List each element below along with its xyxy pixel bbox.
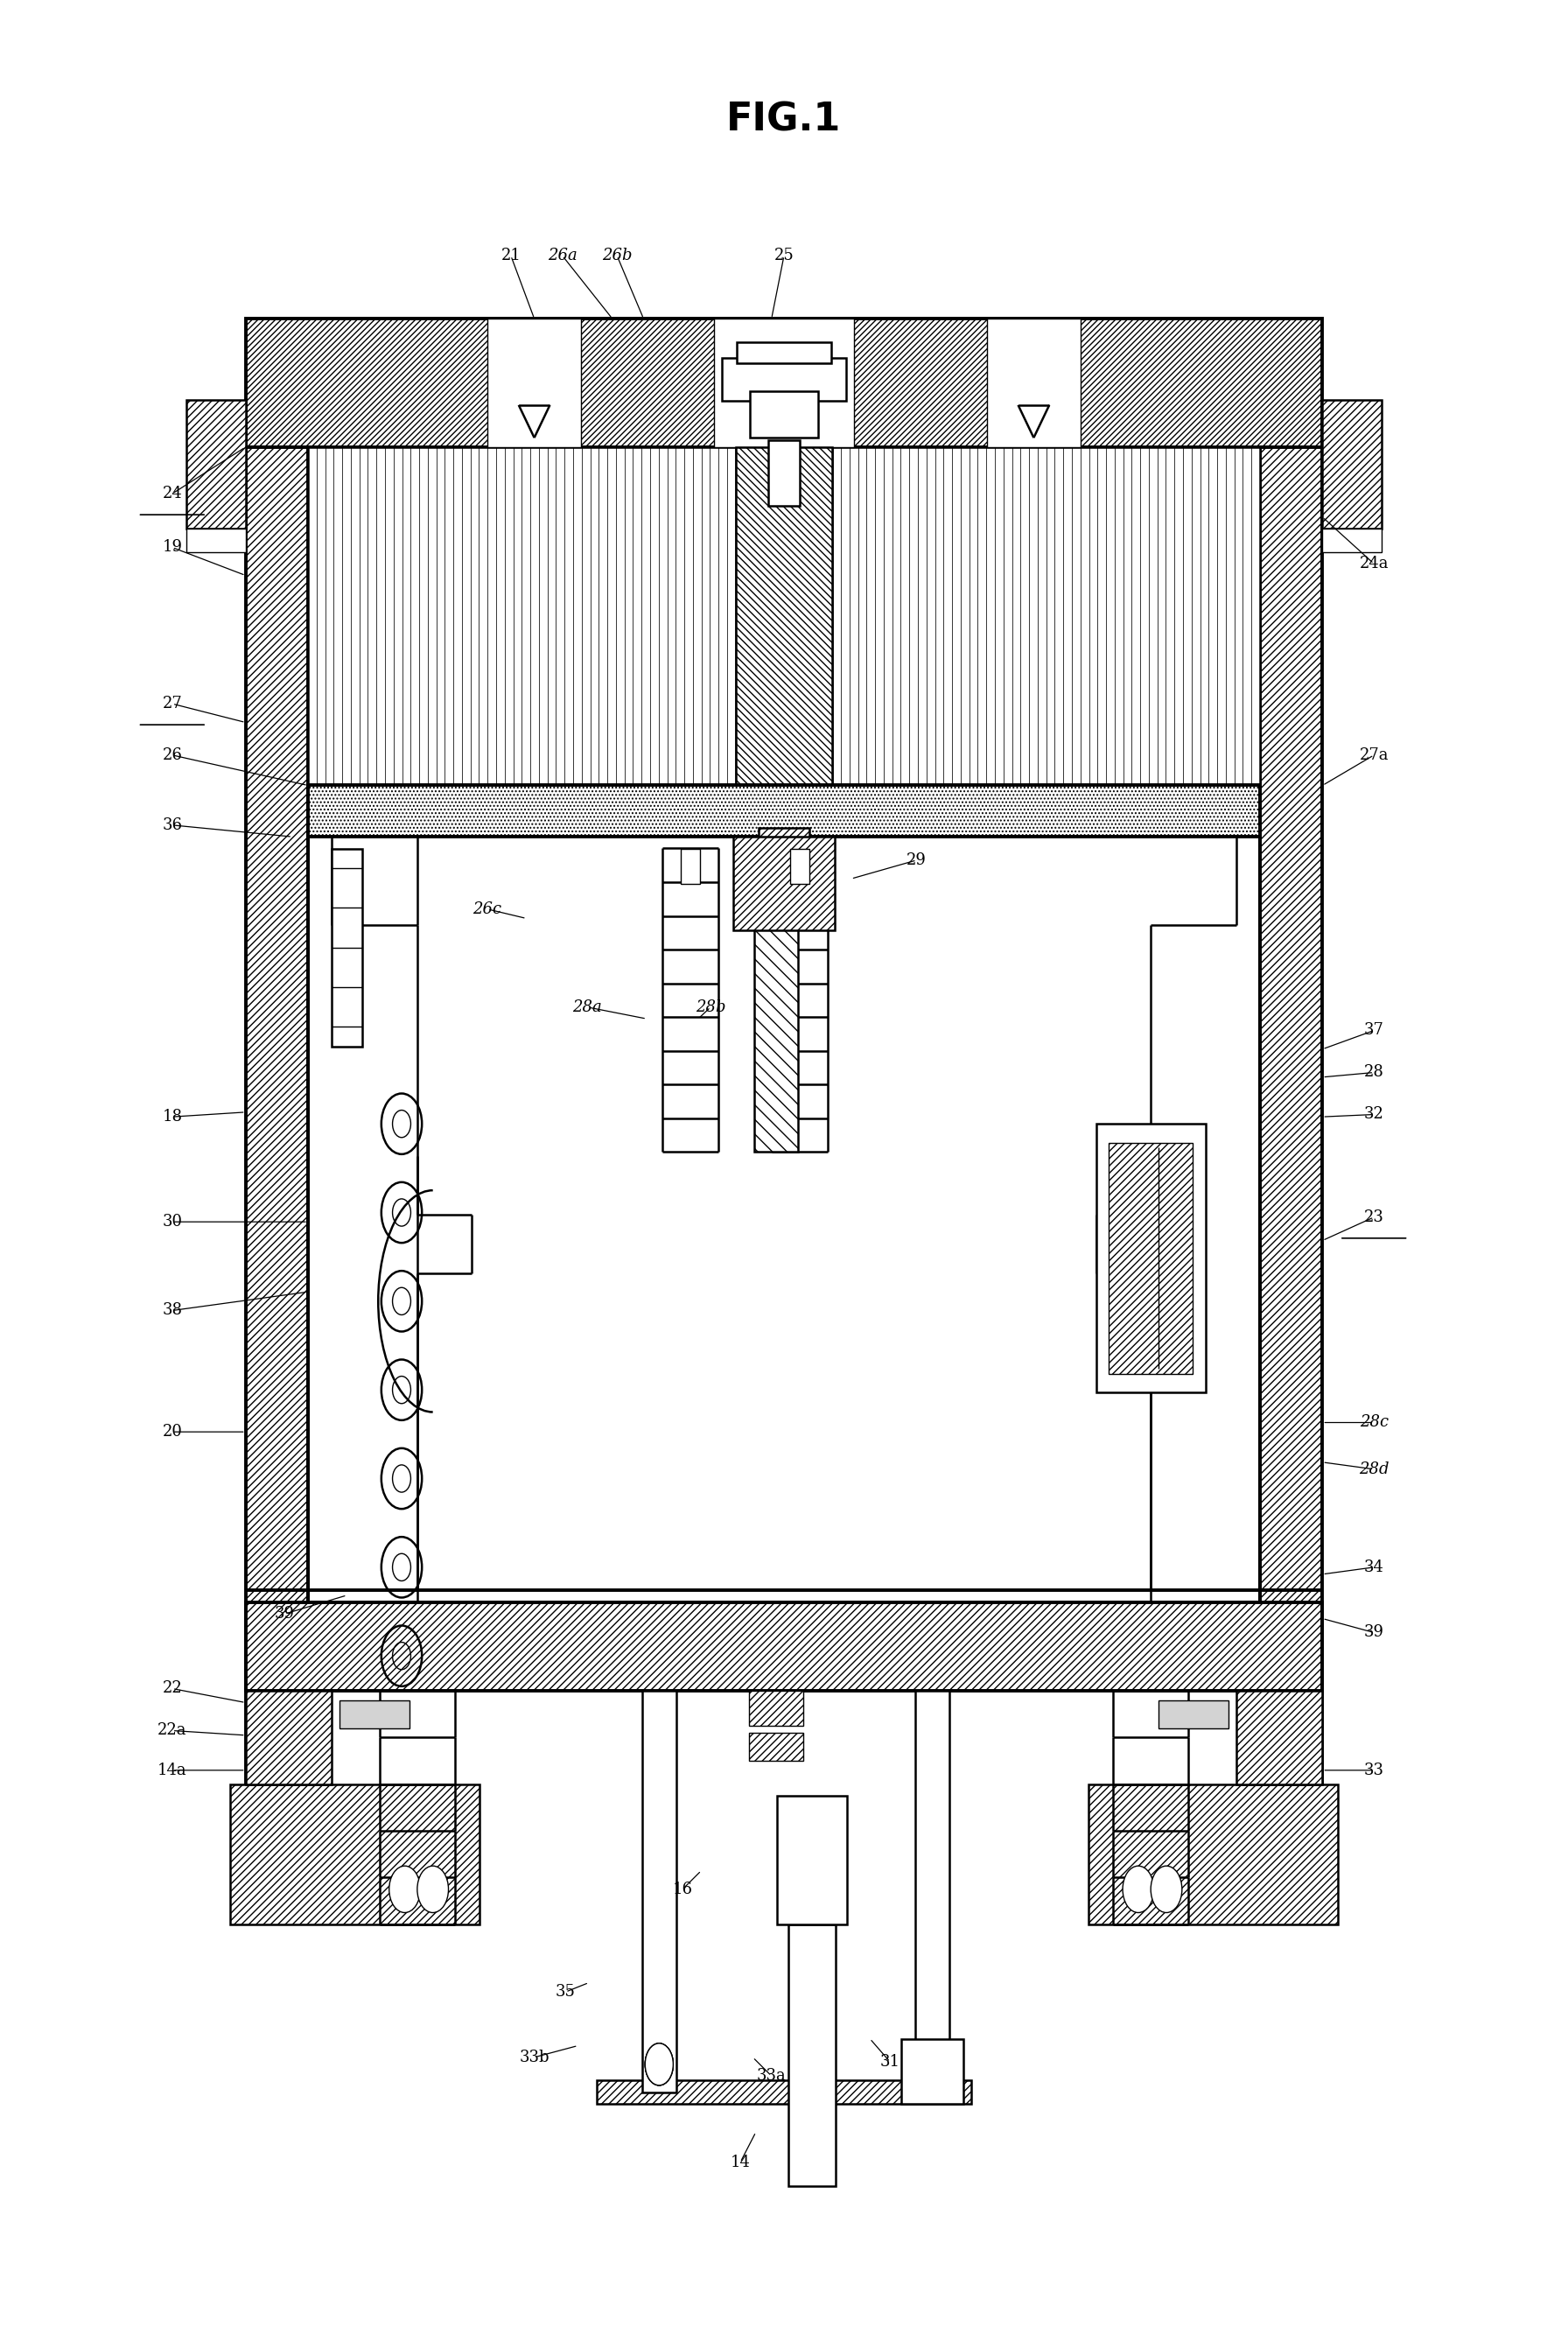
Bar [754, 847, 798, 1152]
Bar [768, 440, 800, 506]
Text: 30: 30 [162, 1215, 182, 1229]
Bar [902, 2039, 963, 2105]
Circle shape [389, 1866, 420, 1913]
Bar [790, 847, 809, 883]
Bar [916, 1690, 950, 2093]
Circle shape [644, 2044, 673, 2086]
Polygon shape [307, 787, 1261, 836]
Text: 23: 23 [1364, 1210, 1385, 1224]
Bar [750, 391, 818, 438]
Text: 29: 29 [906, 852, 927, 869]
Text: 24: 24 [162, 487, 182, 501]
Text: 26b: 26b [602, 248, 632, 265]
Text: 21: 21 [500, 248, 521, 265]
Bar [1159, 1700, 1229, 1728]
Text: 34: 34 [1364, 1559, 1385, 1575]
Text: FIG.1: FIG.1 [726, 101, 842, 138]
Text: 33b: 33b [519, 2048, 549, 2065]
Bar [307, 447, 735, 787]
Text: 25: 25 [775, 248, 793, 265]
Bar [750, 1690, 803, 1725]
Text: 35: 35 [555, 1985, 575, 1999]
Text: 28: 28 [1364, 1065, 1385, 1079]
Bar [713, 318, 855, 447]
Text: 39: 39 [1364, 1625, 1385, 1641]
Bar [986, 318, 1080, 447]
Circle shape [417, 1866, 448, 1913]
Bar [833, 447, 1261, 787]
Polygon shape [230, 1784, 480, 1924]
Text: 31: 31 [880, 2053, 900, 2069]
Polygon shape [597, 2081, 971, 2105]
Text: 28d: 28d [1359, 1461, 1389, 1477]
Text: 18: 18 [162, 1110, 182, 1124]
Polygon shape [187, 400, 246, 529]
Polygon shape [246, 1690, 331, 1784]
Bar [1096, 1124, 1206, 1393]
Text: 28c: 28c [1359, 1414, 1388, 1430]
Bar [488, 318, 582, 447]
Text: 27a: 27a [1359, 747, 1389, 763]
Bar [187, 529, 246, 552]
Text: 28a: 28a [572, 1000, 602, 1016]
Text: 32: 32 [1364, 1107, 1385, 1121]
Bar [681, 847, 699, 883]
Text: 28b: 28b [696, 1000, 726, 1016]
Text: 22: 22 [162, 1681, 182, 1697]
Polygon shape [1237, 1690, 1322, 1784]
Text: 33: 33 [1364, 1763, 1385, 1779]
Polygon shape [246, 318, 1322, 447]
Bar [737, 342, 831, 363]
Text: 26c: 26c [474, 901, 502, 918]
Bar [641, 1690, 676, 2093]
Bar [778, 1796, 847, 1924]
Text: 26a: 26a [547, 248, 577, 265]
Bar [1109, 1142, 1193, 1374]
Text: 16: 16 [673, 1882, 693, 1896]
Bar [734, 836, 834, 929]
Text: 38: 38 [162, 1302, 182, 1318]
Text: 37: 37 [1364, 1023, 1385, 1039]
Circle shape [644, 2044, 673, 2086]
Text: 24a: 24a [1359, 555, 1389, 571]
Circle shape [644, 2044, 673, 2086]
Text: 36: 36 [162, 817, 182, 833]
Text: 22a: 22a [157, 1723, 187, 1739]
Circle shape [1123, 1866, 1154, 1913]
Text: 19: 19 [162, 538, 182, 555]
Text: 27: 27 [162, 695, 182, 712]
Bar [331, 847, 362, 1046]
Bar [789, 1924, 836, 2186]
Polygon shape [246, 447, 307, 1789]
Bar [759, 826, 809, 878]
Text: 14a: 14a [157, 1763, 187, 1779]
Polygon shape [735, 447, 833, 787]
Polygon shape [1088, 1784, 1338, 1924]
Text: 33a: 33a [757, 2067, 786, 2083]
Text: 20: 20 [162, 1423, 182, 1440]
Polygon shape [1322, 400, 1381, 529]
Bar [1322, 529, 1381, 552]
Polygon shape [1261, 447, 1322, 1789]
Text: 39: 39 [274, 1606, 295, 1622]
Bar [750, 1732, 803, 1760]
Bar [721, 358, 847, 400]
Polygon shape [246, 1601, 1322, 1690]
Text: 26: 26 [162, 747, 182, 763]
Text: 14: 14 [731, 2154, 751, 2170]
Circle shape [1151, 1866, 1182, 1913]
Bar [339, 1700, 409, 1728]
